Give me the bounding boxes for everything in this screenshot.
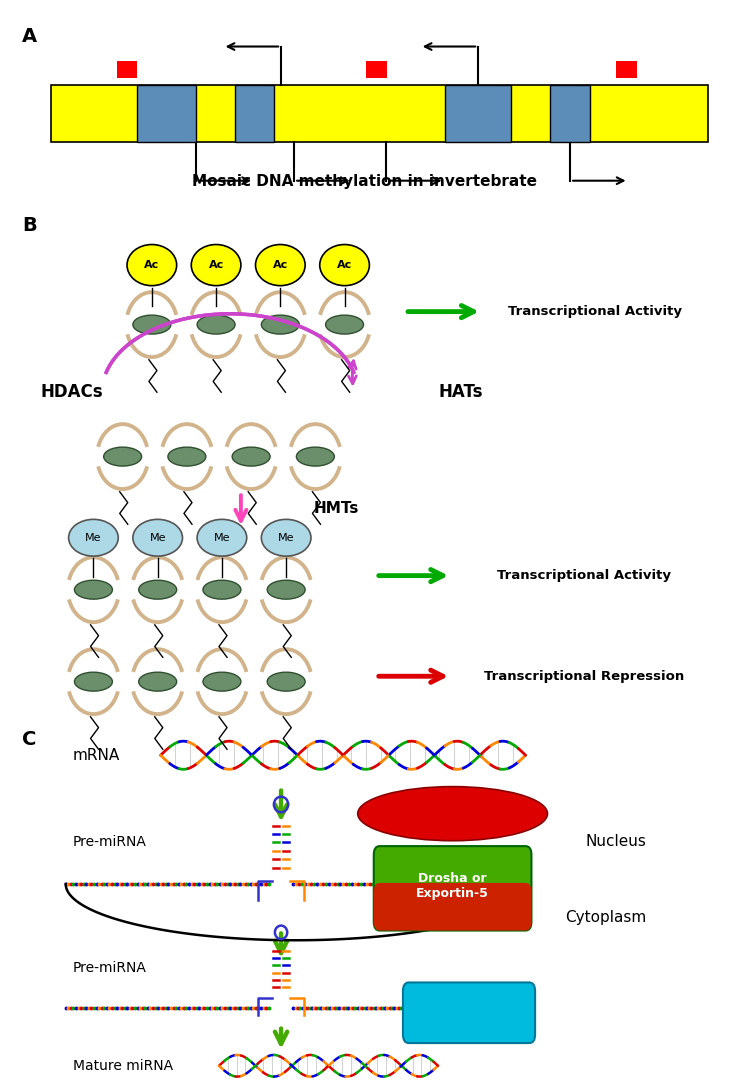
Bar xyxy=(117,61,137,78)
Bar xyxy=(616,61,637,78)
Text: Me: Me xyxy=(214,532,230,543)
Ellipse shape xyxy=(74,672,112,691)
Ellipse shape xyxy=(133,519,182,556)
Ellipse shape xyxy=(203,672,241,691)
Text: Ac: Ac xyxy=(209,260,223,270)
Text: Pre-miRNA: Pre-miRNA xyxy=(73,835,147,848)
Text: RNA polymerase II: RNA polymerase II xyxy=(388,807,517,820)
Text: Mature miRNA: Mature miRNA xyxy=(73,1059,173,1072)
Ellipse shape xyxy=(104,447,142,466)
Bar xyxy=(235,85,274,142)
Bar xyxy=(51,85,708,142)
Text: HMTs: HMTs xyxy=(314,501,359,516)
Text: Pre-miRNA: Pre-miRNA xyxy=(73,962,147,975)
Ellipse shape xyxy=(267,672,305,691)
Text: Me: Me xyxy=(85,532,101,543)
Text: Mosaic DNA methylation in invertebrate: Mosaic DNA methylation in invertebrate xyxy=(193,174,537,189)
Text: Me: Me xyxy=(278,532,294,543)
Ellipse shape xyxy=(168,447,206,466)
Ellipse shape xyxy=(255,245,305,286)
Ellipse shape xyxy=(296,447,334,466)
Ellipse shape xyxy=(74,580,112,599)
Text: Ac: Ac xyxy=(145,260,159,270)
Bar xyxy=(445,85,511,142)
FancyBboxPatch shape xyxy=(403,982,535,1043)
Ellipse shape xyxy=(69,519,118,556)
Text: Ac: Ac xyxy=(273,260,288,270)
Ellipse shape xyxy=(320,245,369,286)
Text: Transcriptional Activity: Transcriptional Activity xyxy=(497,569,671,582)
Ellipse shape xyxy=(191,245,241,286)
Text: C: C xyxy=(22,730,36,750)
Ellipse shape xyxy=(261,315,299,334)
Ellipse shape xyxy=(326,315,364,334)
Text: Transcriptional Activity: Transcriptional Activity xyxy=(508,305,682,318)
Ellipse shape xyxy=(203,580,241,599)
Text: HATs: HATs xyxy=(438,383,483,400)
Text: Ac: Ac xyxy=(337,260,352,270)
Text: Transcriptional Repression: Transcriptional Repression xyxy=(484,670,684,683)
Ellipse shape xyxy=(139,672,177,691)
Ellipse shape xyxy=(261,519,311,556)
Text: DICER: DICER xyxy=(446,1006,493,1019)
Bar xyxy=(550,85,590,142)
Ellipse shape xyxy=(267,580,305,599)
Text: Cytoplasm: Cytoplasm xyxy=(565,910,646,925)
Ellipse shape xyxy=(133,315,171,334)
Ellipse shape xyxy=(127,245,177,286)
Text: A: A xyxy=(22,27,37,47)
Text: Me: Me xyxy=(150,532,166,543)
Ellipse shape xyxy=(232,447,270,466)
Text: B: B xyxy=(22,216,36,236)
Text: Nucleus: Nucleus xyxy=(585,834,646,849)
Text: Drosha or
Exportin-5: Drosha or Exportin-5 xyxy=(416,872,489,900)
Ellipse shape xyxy=(139,580,177,599)
Bar xyxy=(366,61,387,78)
FancyBboxPatch shape xyxy=(374,846,531,931)
Ellipse shape xyxy=(197,519,247,556)
Ellipse shape xyxy=(358,787,548,841)
Text: mRNA: mRNA xyxy=(73,748,120,763)
Bar xyxy=(137,85,196,142)
Text: HDACs: HDACs xyxy=(40,383,103,400)
FancyBboxPatch shape xyxy=(374,883,531,931)
Ellipse shape xyxy=(197,315,235,334)
